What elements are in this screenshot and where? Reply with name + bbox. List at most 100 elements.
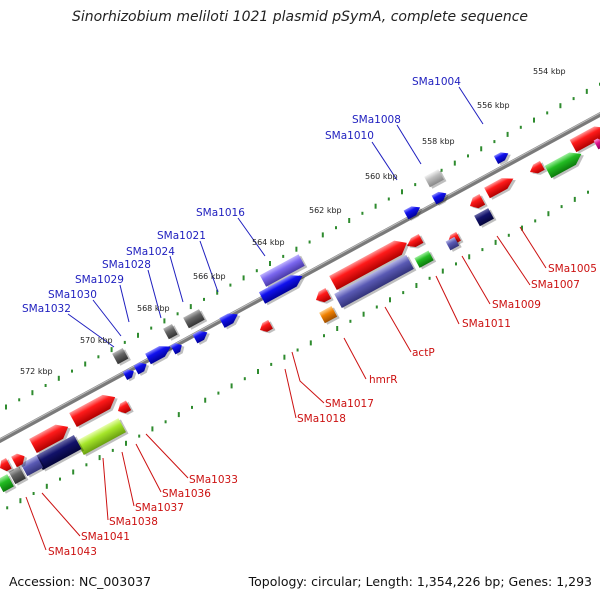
gene-label-SMa1011[interactable]: SMa1011 — [462, 318, 511, 330]
gene-arrow[interactable] — [20, 455, 46, 479]
gene-label-SMa1037[interactable]: SMa1037 — [135, 502, 184, 514]
gene-label-actP[interactable]: actP — [412, 347, 435, 359]
gene-label-SMa1008[interactable]: SMa1008 — [352, 114, 401, 126]
scale-tick — [547, 211, 550, 217]
gene-arrow[interactable] — [112, 347, 131, 366]
scale-tick — [336, 326, 339, 331]
gene-label-SMa1029[interactable]: SMa1029 — [75, 274, 124, 286]
gene-label-SMa1032[interactable]: SMa1032 — [22, 303, 71, 315]
gene-label-SMa1004[interactable]: SMa1004 — [412, 76, 461, 88]
gene-label-SMa1038[interactable]: SMa1038 — [109, 516, 158, 528]
label-leader-line — [121, 451, 135, 507]
scale-tick — [229, 283, 232, 287]
gene-label-SMa1017[interactable]: SMa1017 — [325, 398, 374, 410]
gene-label-SMa1036[interactable]: SMa1036 — [162, 488, 211, 500]
scale-tick — [6, 506, 9, 510]
gene-arrow[interactable] — [219, 309, 243, 330]
label-leader-line — [371, 141, 398, 181]
gene-label-SMa1043[interactable]: SMa1043 — [48, 546, 97, 558]
scale-label-570: 570 kbp — [80, 336, 113, 345]
label-leader-line — [119, 284, 130, 323]
scale-tick — [71, 369, 73, 373]
gene-arrow[interactable] — [35, 434, 84, 472]
gene-arrow[interactable] — [69, 389, 121, 429]
gene-label-SMa1024[interactable]: SMa1024 — [126, 246, 175, 258]
gene-arrow[interactable] — [192, 327, 213, 345]
gene-arrow[interactable] — [145, 341, 176, 367]
gene-arrow[interactable] — [528, 160, 548, 178]
gene-label-SMa1041[interactable]: SMa1041 — [81, 531, 130, 543]
gene-arrow[interactable] — [163, 323, 181, 341]
gene-arrow[interactable] — [133, 359, 152, 376]
scale-tick — [97, 355, 100, 359]
gene-label-SMa1021[interactable]: SMa1021 — [157, 230, 206, 242]
gene-arrow[interactable] — [329, 235, 413, 292]
label-leader-line — [291, 351, 325, 404]
gene-arrow[interactable] — [484, 173, 519, 201]
gene-arrow[interactable] — [319, 305, 340, 325]
scale-tick — [467, 154, 469, 158]
gene-label-SMa1005[interactable]: SMa1005 — [548, 263, 597, 275]
scale-tick — [163, 318, 166, 324]
gene-label-SMa1028[interactable]: SMa1028 — [102, 259, 151, 271]
scale-tick — [507, 233, 510, 237]
scale-label-558: 558 kbp — [422, 137, 455, 146]
gene-label-SMa1033[interactable]: SMa1033 — [189, 474, 238, 486]
scale-tick — [521, 225, 523, 231]
gene-arrow[interactable] — [0, 457, 15, 475]
gene-arrow[interactable] — [593, 136, 600, 152]
gene-arrow[interactable] — [115, 400, 134, 418]
gene-label-hmrR[interactable]: hmrR — [369, 374, 398, 386]
gene-arrow[interactable] — [313, 287, 334, 307]
gene-arrow[interactable] — [414, 250, 437, 270]
gene-arrow[interactable] — [11, 450, 30, 469]
gene-arrow[interactable] — [170, 340, 187, 356]
gene-arrow[interactable] — [259, 254, 308, 289]
scale-tick — [387, 197, 390, 201]
scale-tick — [335, 226, 337, 230]
gene-arrow[interactable] — [183, 308, 208, 330]
gene-label-SMa1030[interactable]: SMa1030 — [48, 289, 97, 301]
scale-tick — [519, 125, 522, 129]
gene-label-SMa1007[interactable]: SMa1007 — [531, 279, 580, 291]
scale-tick — [323, 334, 325, 338]
gene-arrow[interactable] — [474, 207, 497, 228]
scale-tick — [309, 340, 312, 346]
scale-tick — [441, 268, 444, 274]
gene-arrow[interactable] — [334, 254, 417, 310]
scale-tick — [150, 326, 153, 330]
gene-label-SMa1009[interactable]: SMa1009 — [492, 299, 541, 311]
scale-tick — [414, 183, 417, 187]
scale-tick — [32, 492, 35, 495]
gene-label-SMa1010[interactable]: SMa1010 — [325, 130, 374, 142]
gene-arrow[interactable] — [403, 202, 425, 221]
gene-arrow[interactable] — [0, 473, 17, 494]
scale-tick — [242, 275, 245, 281]
gene-arrow[interactable] — [405, 233, 426, 252]
gene-arrow[interactable] — [467, 193, 488, 213]
scale-tick — [506, 131, 509, 137]
scale-label-572: 572 kbp — [20, 367, 53, 376]
gene-arrow[interactable] — [76, 417, 129, 457]
gene-arrow[interactable] — [29, 419, 74, 455]
gene-label-SMa1018[interactable]: SMa1018 — [297, 413, 346, 425]
gene-label-SMa1016[interactable]: SMa1016 — [196, 207, 245, 219]
scale-tick — [480, 146, 483, 152]
gene-arrow[interactable] — [258, 270, 308, 306]
scale-tick — [455, 262, 457, 266]
gene-arrow[interactable] — [122, 367, 139, 383]
gene-arrow[interactable] — [424, 168, 447, 189]
gene-arrow[interactable] — [445, 236, 462, 252]
scale-tick — [123, 340, 126, 344]
scale-tick — [308, 240, 311, 244]
gene-arrow[interactable] — [431, 188, 452, 206]
gene-arrow[interactable] — [544, 147, 588, 180]
scale-tick — [295, 246, 298, 252]
gene-arrow[interactable] — [493, 149, 513, 167]
gene-arrow[interactable] — [258, 319, 276, 336]
scale-tick — [428, 276, 431, 280]
scale-tick — [164, 420, 167, 424]
scale-labels: 554 kbp 556 kbp 558 kbp 560 kbp 562 kbp … — [20, 67, 566, 376]
scale-label-560: 560 kbp — [365, 172, 398, 181]
gene-arrow[interactable] — [8, 465, 29, 486]
